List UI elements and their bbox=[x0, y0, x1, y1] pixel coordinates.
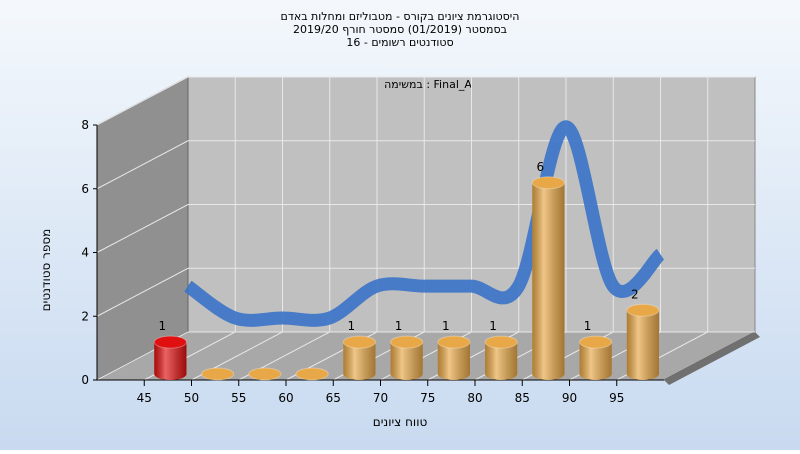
x-tick-label: 50 bbox=[184, 391, 199, 405]
bar-shade bbox=[154, 342, 187, 380]
grid-line bbox=[285, 77, 378, 381]
x-tick-label: 75 bbox=[420, 391, 435, 405]
y-tick-label: 4 bbox=[81, 246, 89, 260]
bar-top bbox=[579, 335, 613, 349]
bar-shade bbox=[579, 342, 612, 380]
bar-shade bbox=[437, 342, 470, 380]
bar bbox=[295, 367, 329, 381]
bar bbox=[390, 335, 424, 380]
x-tick-label: 45 bbox=[137, 391, 152, 405]
bar-shade bbox=[390, 342, 423, 380]
data-label: 1 bbox=[489, 319, 497, 333]
data-label: 1 bbox=[395, 319, 403, 333]
bar-top bbox=[153, 335, 187, 349]
x-tick-label: 85 bbox=[515, 391, 530, 405]
x-tick-label: 90 bbox=[562, 391, 577, 405]
bar bbox=[531, 176, 565, 380]
title-line: בסמסטר (01/2019) סמסטר חורף 2019/20 bbox=[293, 23, 507, 36]
x-tick-label: 70 bbox=[373, 391, 388, 405]
y-axis-label: מספר סטודנטים bbox=[39, 229, 53, 312]
x-tick-label: 65 bbox=[326, 391, 341, 405]
x-tick-label: 60 bbox=[278, 391, 293, 405]
title-line: היסטוגרמת ציונים בקורס - מטבוליזם ומחלות… bbox=[281, 10, 520, 23]
bar-top bbox=[484, 335, 518, 349]
bar-top bbox=[342, 335, 376, 349]
x-tick-label: 95 bbox=[609, 391, 624, 405]
x-tick-label: 80 bbox=[467, 391, 482, 405]
bar-top bbox=[531, 176, 565, 190]
data-label: 2 bbox=[631, 287, 639, 301]
bar-shade bbox=[626, 310, 659, 380]
plot: במשימה : Final_A 0 2 4 6 8 45 50 55 60 65 70 75 80 85 9… bbox=[81, 76, 760, 405]
y-tick-label: 6 bbox=[81, 182, 89, 196]
title-line: סטודנטים רשומים - 16 bbox=[346, 36, 453, 49]
y-tick-label: 0 bbox=[81, 373, 89, 387]
grid-line bbox=[191, 77, 283, 381]
bar bbox=[579, 335, 613, 380]
x-tick-label: 55 bbox=[231, 391, 246, 405]
bar-top bbox=[248, 367, 282, 381]
bar-shade bbox=[343, 342, 376, 380]
bar-top bbox=[626, 303, 660, 317]
bar bbox=[153, 335, 187, 380]
bar bbox=[342, 335, 376, 380]
bar-top bbox=[437, 335, 471, 349]
annotation: במשימה : Final_A bbox=[384, 78, 472, 91]
bar-top bbox=[295, 367, 329, 381]
data-label: 6 bbox=[537, 160, 545, 174]
bar-shade bbox=[532, 182, 565, 380]
y-tick-label: 2 bbox=[81, 309, 89, 323]
bar bbox=[201, 367, 235, 381]
bar-top bbox=[390, 335, 424, 349]
bar-shade bbox=[485, 342, 518, 380]
bar bbox=[437, 335, 471, 380]
data-label: 1 bbox=[159, 319, 167, 333]
data-label: 1 bbox=[442, 319, 450, 333]
bar bbox=[484, 335, 518, 380]
grid-line bbox=[238, 77, 331, 381]
data-label: 1 bbox=[348, 319, 356, 333]
data-label: 1 bbox=[584, 319, 592, 333]
bar bbox=[248, 367, 282, 381]
bar bbox=[626, 303, 660, 380]
trend-ribbon bbox=[184, 120, 665, 327]
floor-edge bbox=[664, 332, 760, 385]
bar-top bbox=[201, 367, 235, 381]
y-tick-label: 8 bbox=[81, 118, 89, 132]
x-axis-label: טווח ציונים bbox=[373, 415, 428, 429]
